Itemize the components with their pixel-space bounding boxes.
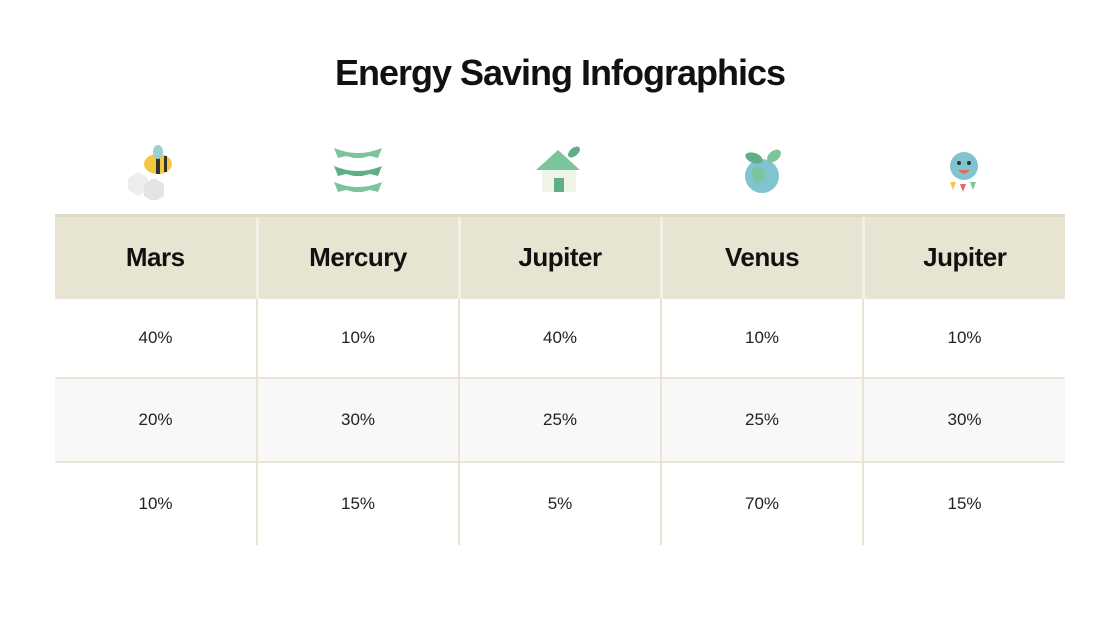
table-cell: 5% bbox=[458, 461, 661, 545]
table-cell: 25% bbox=[660, 377, 863, 462]
title: Energy Saving Infographics bbox=[334, 52, 786, 93]
table-cell: 20% bbox=[55, 377, 257, 462]
table-row: 10% 15% 5% 70% 15% bbox=[55, 461, 1065, 545]
earth-icon bbox=[745, 149, 781, 193]
table-cell: 15% bbox=[862, 461, 1065, 545]
house-icon bbox=[536, 146, 580, 192]
table-cell: 10% bbox=[256, 297, 459, 378]
table-cell: 40% bbox=[55, 297, 257, 378]
table-body: 40% 10% 40% 10% 10% 20% 30% 25% 25% 30% 10% 15% 5% 70… bbox=[55, 297, 1065, 545]
header-row: Mars Mercury Jupiter Venus Jupiter bbox=[55, 214, 1065, 298]
bee-icon bbox=[128, 145, 172, 200]
icons bbox=[128, 145, 978, 200]
table-cell: 30% bbox=[862, 377, 1065, 462]
data-table: Mars Mercury Jupiter Venus Jupiter 40% 10% 40%… bbox=[55, 214, 1065, 545]
party-icon bbox=[950, 152, 978, 192]
column-header: Jupiter bbox=[861, 214, 1065, 298]
table-cell: 30% bbox=[256, 377, 459, 462]
column-header: Mars bbox=[55, 214, 257, 298]
garland-icon bbox=[334, 148, 382, 192]
table-row: 20% 30% 25% 25% 30% bbox=[55, 377, 1065, 462]
table-cell: 10% bbox=[55, 461, 257, 545]
column-header: Jupiter bbox=[457, 214, 661, 298]
column-header: Venus bbox=[659, 214, 863, 298]
table-cell: 40% bbox=[458, 297, 661, 378]
table-row: 40% 10% 40% 10% 10% bbox=[55, 297, 1065, 378]
column-header: Mercury bbox=[255, 214, 459, 298]
table-cell: 15% bbox=[256, 461, 459, 545]
table-cell: 25% bbox=[458, 377, 661, 462]
table-cell: 10% bbox=[862, 297, 1065, 378]
table-cell: 70% bbox=[660, 461, 863, 545]
table-cell: 10% bbox=[660, 297, 863, 378]
